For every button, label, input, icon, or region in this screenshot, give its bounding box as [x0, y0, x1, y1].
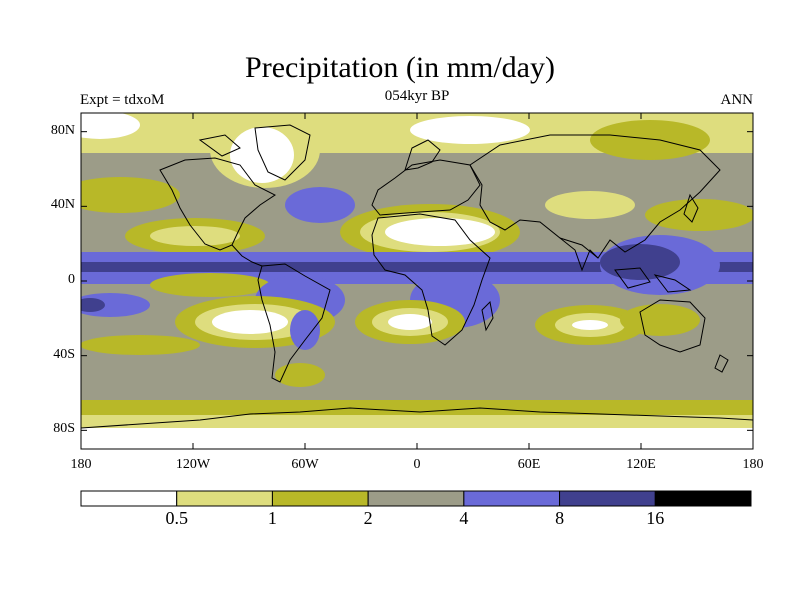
colorbar-label: 2: [363, 508, 373, 528]
colorbar-label: 8: [555, 508, 565, 528]
colorbar-swatch: [80, 490, 178, 507]
lon-tick-label: 120E: [626, 457, 656, 472]
lat-tick-label: 0: [68, 272, 75, 287]
time-label: 054kyr BP: [384, 88, 450, 104]
colorbar-swatch: [463, 490, 561, 507]
colorbar-swatch: [559, 490, 656, 507]
lon-tick-label: 180: [742, 457, 764, 472]
precip-field: [81, 113, 753, 449]
lon-tick-label: 60W: [291, 457, 319, 472]
colorbar-swatch: [367, 490, 465, 507]
experiment-label: Expt = tdxoM: [80, 92, 165, 108]
colorbar-swatch: [271, 490, 369, 507]
coastlines: [81, 124, 753, 429]
lon-tick-label: 0: [413, 457, 421, 472]
season-label: ANN: [720, 92, 754, 108]
map-title: Precipitation (in mm/day): [245, 51, 555, 84]
lat-tick-label: 40N: [50, 197, 75, 213]
colorbar-label: 4: [459, 508, 469, 528]
lon-tick-label: 120W: [175, 457, 211, 472]
lon-tick-label: 180: [70, 457, 92, 472]
lat-tick-label: 40S: [53, 346, 75, 362]
colorbar-swatch: [654, 490, 752, 507]
colorbar-swatch: [176, 490, 273, 507]
lat-tick-label: 80S: [53, 421, 75, 437]
colorbar-label: 0.5: [165, 508, 188, 528]
lon-tick-label: 60E: [517, 457, 541, 472]
lat-tick-label: 80N: [50, 122, 75, 138]
colorbar-label: 1: [267, 508, 277, 528]
colorbar-label: 16: [646, 508, 665, 528]
axis-ticks: [80, 113, 754, 449]
colorbar: [80, 490, 752, 507]
